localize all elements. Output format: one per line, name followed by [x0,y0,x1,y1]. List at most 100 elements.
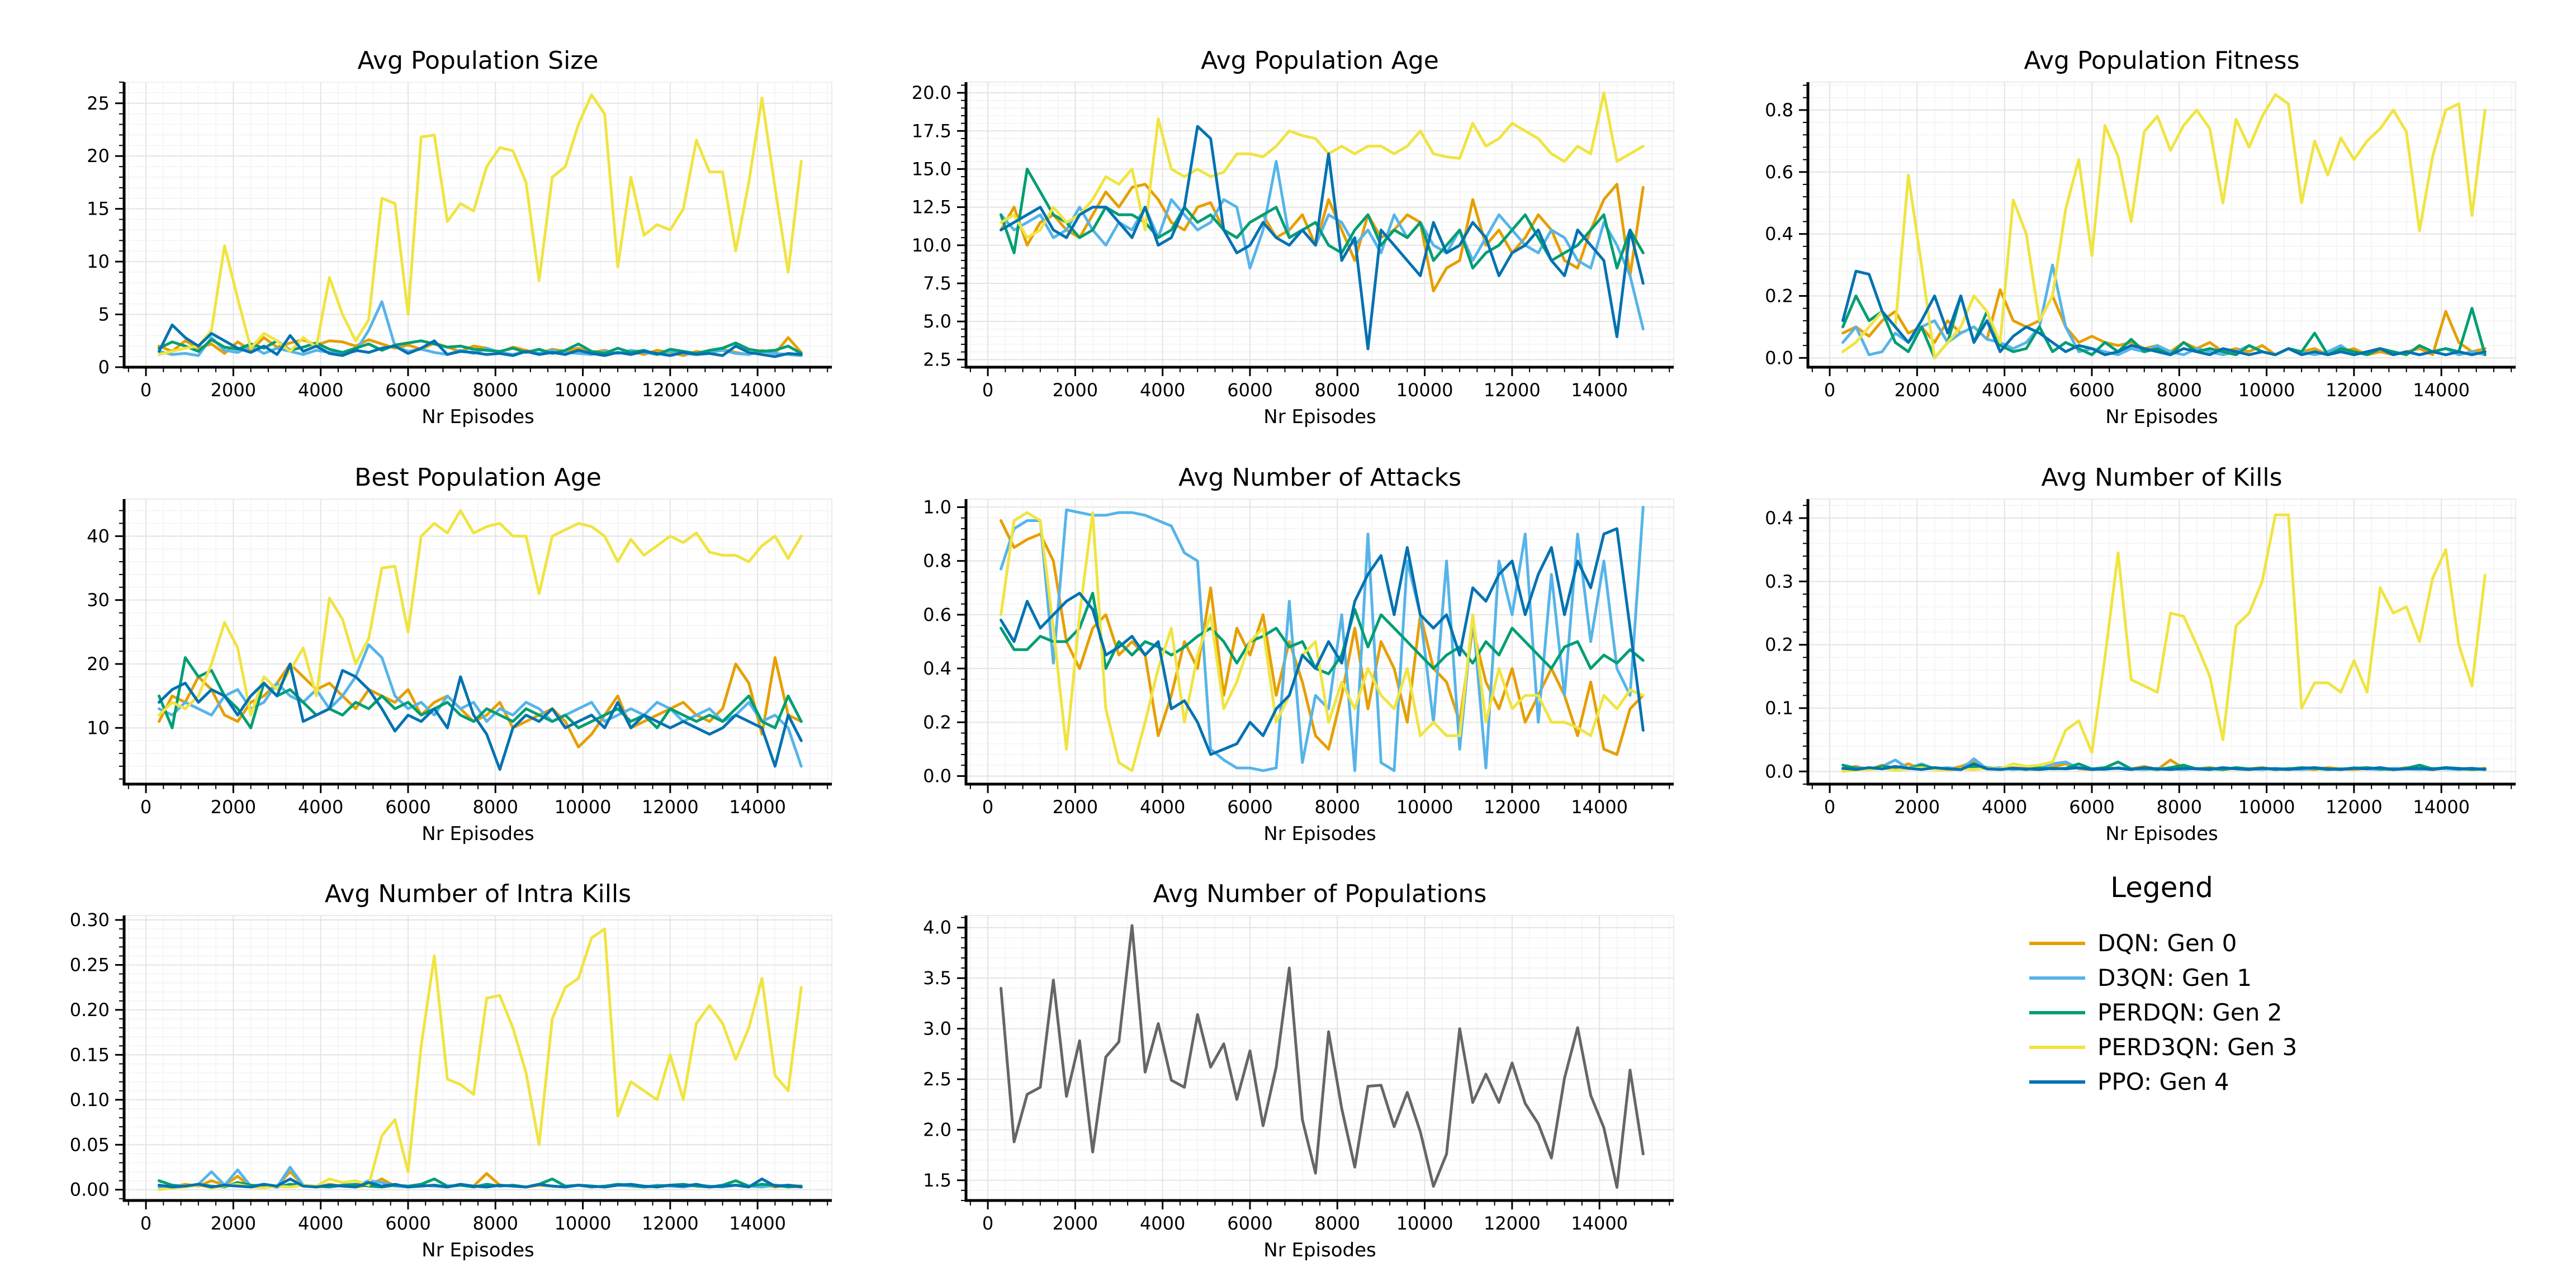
x-tick-label: 6000 [2069,379,2114,401]
x-axis-label: Nr Episodes [1263,823,1376,845]
y-tick-label: 0.2 [1765,634,1793,656]
x-ticks: 0 2000 4000 6000 8000 10000 12000 14000 [969,784,1670,818]
chart-title: Best Population Age [354,463,602,492]
y-tick-label: 20.0 [912,82,951,103]
x-tick-label: 6000 [1227,1213,1272,1234]
y-tick-label: 5 [98,304,110,325]
legend-label: PERD3QN: Gen 3 [2097,1033,2297,1061]
x-ticks: 0 2000 4000 6000 8000 10000 12000 14000 [127,367,828,401]
y-tick-label: 0.6 [1765,162,1793,183]
x-tick-label: 6000 [1227,379,1272,401]
y-tick-label: 3.5 [923,967,951,989]
y-tick-label: 2.5 [923,1069,951,1090]
x-tick-label: 8000 [1315,1213,1360,1234]
x-tick-label: 14000 [2413,796,2470,818]
series-line-dqn-gen-0 [158,656,803,749]
y-tick-label: 15.0 [912,158,951,179]
y-tick-label: 3.0 [923,1018,951,1040]
x-tick-label: 10000 [555,379,612,401]
series-line-ppo-gen-4 [1841,269,2487,357]
y-tick-label: 0.4 [923,658,951,679]
y-tick-label: 1.0 [923,496,951,518]
x-tick-label: 2000 [211,1213,256,1234]
x-tick-label: 14000 [729,1213,786,1234]
y-tick-label: 0.4 [1765,224,1793,245]
y-tick-label: 30 [87,590,110,611]
chart-title: Avg Number of Attacks [1178,463,1461,492]
x-tick-label: 10000 [1396,379,1453,401]
minor-grid [124,499,832,784]
series-line-perd3qn-gen-3 [1841,93,2487,359]
y-tick-label: 0.05 [70,1134,110,1155]
chart-avg_nr_kills: 0 2000 4000 6000 8000 10000 12000 140000.00.10.… [1765,463,2516,845]
x-tick-label: 4000 [298,379,343,401]
series-lines [158,509,803,771]
legend-label: D3QN: Gen 1 [2097,964,2252,991]
series-line-populations [1000,924,1645,1189]
x-tick-label: 0 [1824,796,1835,818]
x-tick-label: 12000 [642,796,699,818]
y-tick-label: 0.0 [923,766,951,787]
x-tick-label: 12000 [642,379,699,401]
chart-title: Avg Population Age [1201,46,1439,75]
x-tick-label: 2000 [1053,1213,1098,1234]
y-tick-label: 12.5 [912,197,951,218]
y-tick-label: 0.2 [923,711,951,733]
y-tick-label: 1.5 [923,1170,951,1191]
x-tick-label: 8000 [473,796,518,818]
y-ticks: 1.5 2.0 2.5 3.0 3.5 4.0 [923,917,966,1201]
y-ticks: 0.0 0.2 0.4 0.6 0.8 [1765,84,1808,368]
chart-title: Avg Population Fitness [2024,46,2299,75]
series-lines [1841,513,2487,773]
series-line-perd3qn-gen-3 [1000,91,1645,239]
series-line-ppo-gen-4 [1841,762,2487,771]
x-tick-label: 14000 [1571,379,1628,401]
y-tick-label: 10.0 [912,235,951,256]
chart-avg_pop_age: 0 2000 4000 6000 8000 10000 12000 14000 2.5 5.0 7.… [912,46,1674,428]
x-axis-label: Nr Episodes [1263,1239,1376,1261]
x-tick-label: 12000 [2326,379,2383,401]
chart-avg_nr_attacks: 0 2000 4000 6000 8000 10000 12000 14000 0.0 0.2 0.… [923,463,1674,845]
y-tick-label: 0.6 [923,604,951,625]
x-tick-label: 8000 [1315,379,1360,401]
x-tick-label: 4000 [1140,796,1185,818]
x-tick-label: 10000 [1396,1213,1453,1234]
x-tick-label: 0 [982,379,993,401]
x-tick-label: 4000 [298,796,343,818]
series-line-perd3qn-gen-3 [158,93,803,356]
chart-title: Avg Number of Intra Kills [325,880,631,908]
y-tick-label: 0.10 [70,1089,110,1111]
series-line-perd3qn-gen-3 [1000,511,1645,772]
series-line-ppo-gen-4 [158,662,803,771]
series-lines [1000,91,1645,350]
x-tick-label: 10000 [555,796,612,818]
x-axis-label: Nr Episodes [2105,823,2218,845]
x-tick-label: 14000 [1571,796,1628,818]
x-tick-label: 12000 [1484,379,1541,401]
y-tick-label: 7.5 [923,273,951,294]
x-tick-label: 2000 [211,796,256,818]
y-ticks: 0 5 10 15 20 25 [87,82,124,378]
x-tick-label: 14000 [2413,379,2470,401]
series-lines [1000,505,1645,772]
major-grid [124,499,832,784]
y-tick-label: 0 [98,357,110,378]
series-line-ppo-gen-4 [1000,527,1645,756]
x-tick-label: 8000 [473,1213,518,1234]
y-ticks: 0.0 0.1 0.2 0.3 0.4 [1765,505,1808,785]
y-ticks: 0.0 0.2 0.4 0.6 0.8 1.0 [923,496,966,787]
y-tick-label: 15 [87,198,110,220]
y-tick-label: 25 [87,93,110,114]
x-tick-label: 2000 [1895,796,1940,818]
x-tick-label: 4000 [1140,1213,1185,1234]
legend: Legend DQN: Gen 0 D3QN: Gen 1 PERDQN: Gen 2… [2029,871,2297,1095]
legend-label: PERDQN: Gen 2 [2097,999,2282,1026]
x-tick-label: 0 [140,379,151,401]
x-tick-label: 8000 [2157,379,2202,401]
series-line-d3qn-gen-1 [158,643,803,768]
x-tick-label: 12000 [2326,796,2383,818]
x-ticks: 0 2000 4000 6000 8000 10000 12000 14000 [1811,784,2512,818]
series-line-perdqn-gen-2 [1000,591,1645,676]
x-ticks: 0 2000 4000 6000 8000 10000 12000 14000 [1811,367,2512,401]
